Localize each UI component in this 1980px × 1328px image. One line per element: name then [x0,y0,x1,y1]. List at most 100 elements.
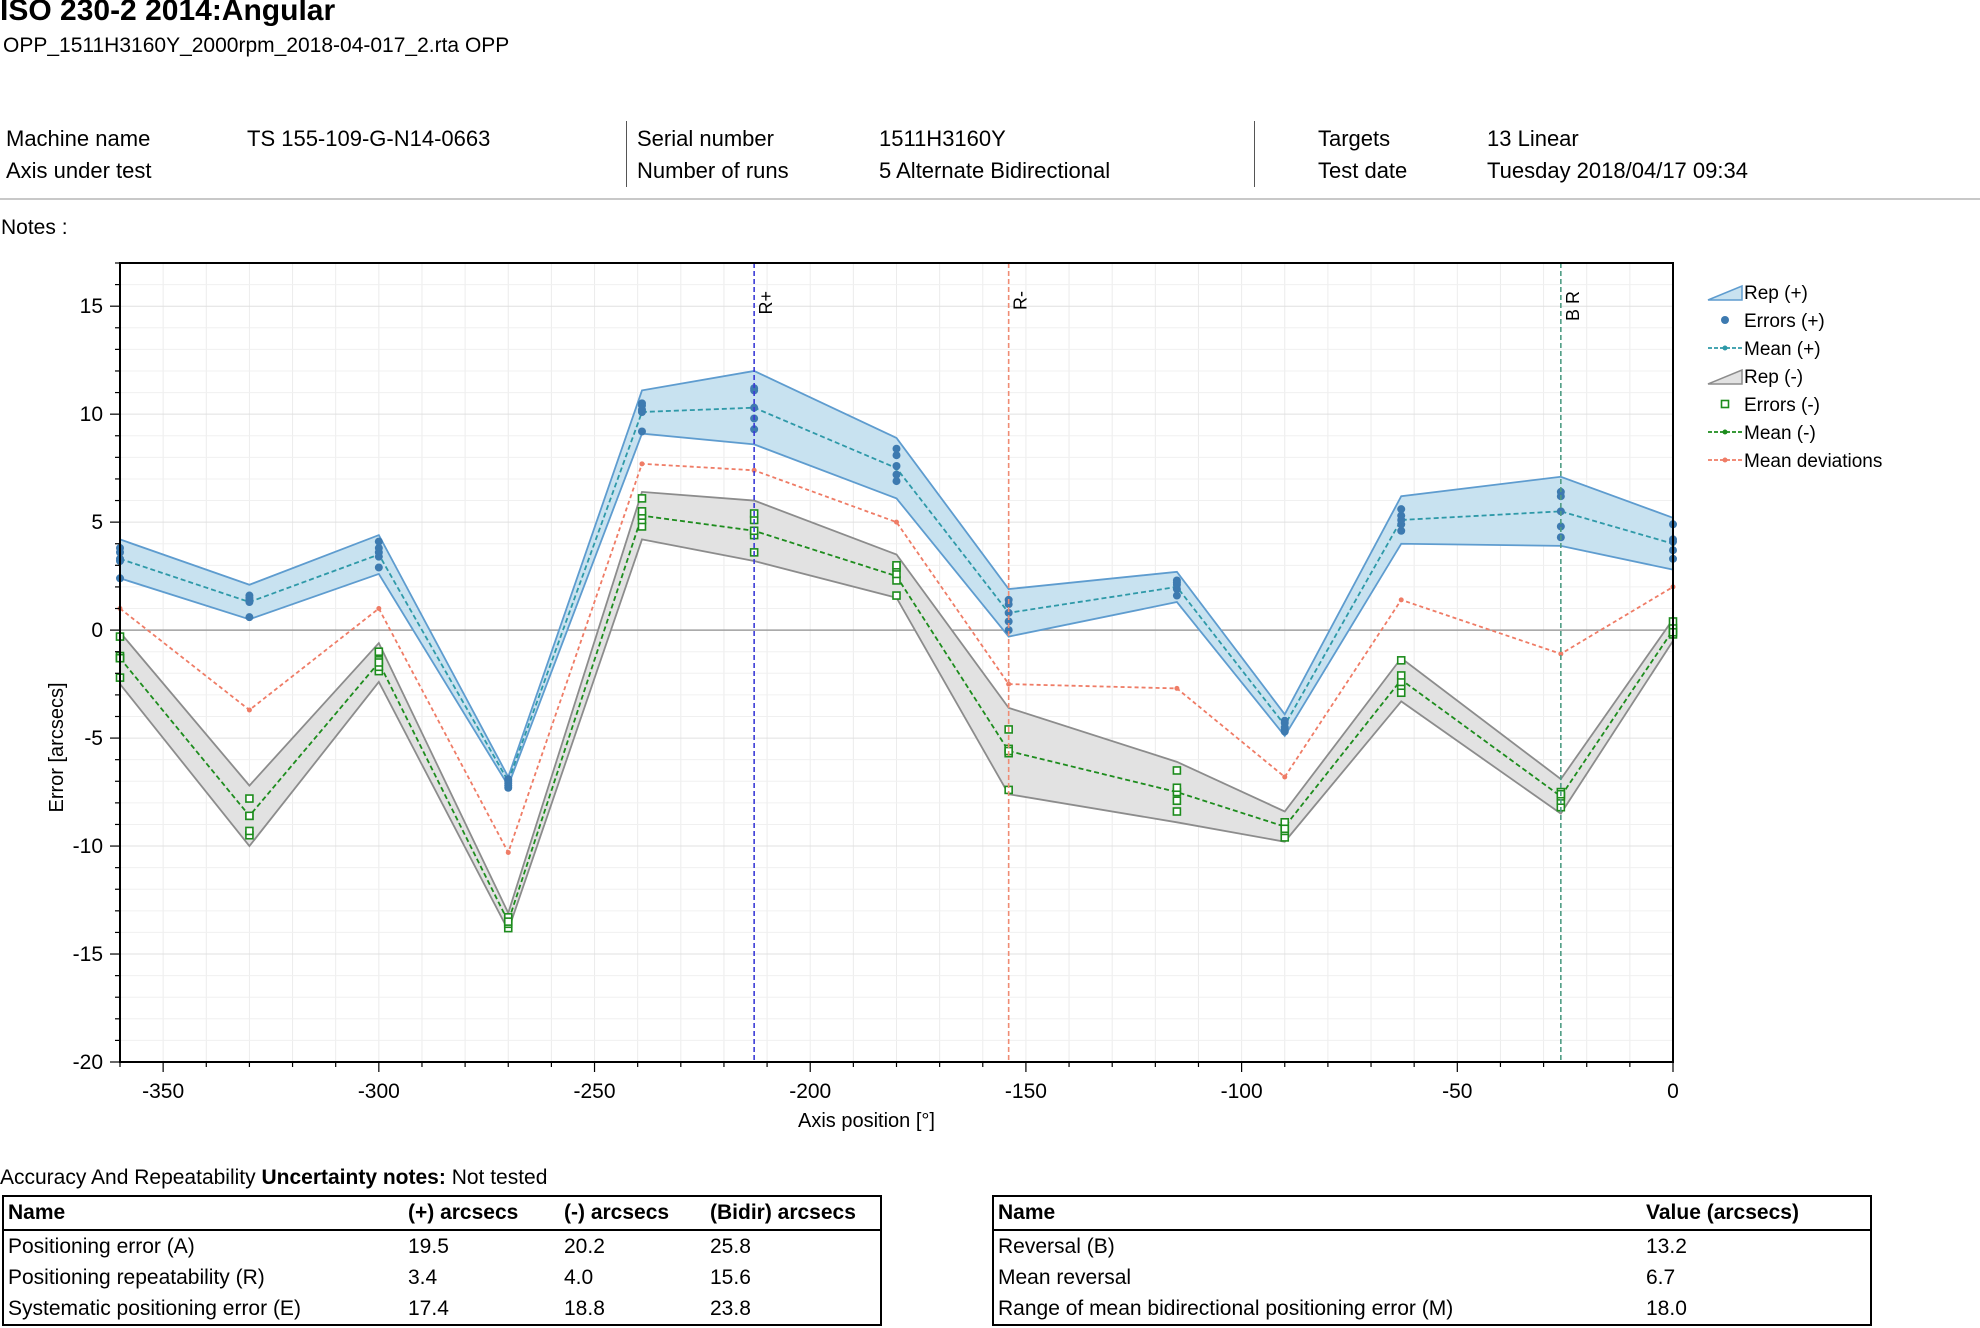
error-plus-point [374,548,383,557]
table-cell: Positioning repeatability (R) [8,1265,265,1289]
error-plus-point [245,613,254,622]
error-plus-point [892,451,901,460]
error-minus-point [245,794,254,803]
error-plus-point [1172,576,1181,585]
table-cell: 13.2 [1646,1234,1687,1258]
machine-name-label: Machine name [6,126,151,151]
table-cell: 25.8 [710,1234,751,1258]
mean-deviations-point [376,606,382,612]
error-plus-point [637,427,646,436]
info-divider [626,121,627,187]
table-cell: Positioning error (A) [8,1234,195,1258]
table-row: Positioning error (A) 19.5 20.2 25.8 [3,1230,881,1262]
rep-plus-band-lower [119,432,1674,788]
error-minus-point [1396,688,1406,698]
legend-label: Rep (-) [1744,367,1803,388]
error-plus-point [1280,725,1289,734]
error-plus-point [1556,522,1565,531]
test-date-value: Tuesday 2018/04/17 09:34 [1487,158,1748,183]
info-divider [1254,121,1255,187]
y-tick-label: -5 [84,727,103,750]
runs-value: 5 Alternate Bidirectional [879,158,1111,183]
legend-label: Errors (+) [1744,311,1825,332]
error-minus-point [503,917,513,926]
x-tick-label: -100 [1221,1080,1263,1103]
rep-plus-band-upper [119,370,1674,780]
y-tick-label: -20 [73,1051,103,1074]
legend-swatch [1722,345,1728,351]
table-row: Systematic positioning error (E) 17.4 18… [3,1293,881,1325]
test-date-label: Test date [1318,158,1408,183]
table-cell: 23.8 [710,1296,751,1320]
error-minus-point [892,591,901,600]
serial-value: 1511H3160Y [879,126,1006,151]
error-minus-point [1396,656,1406,665]
error-plus-point [750,384,759,393]
table-cell: 18.8 [564,1296,605,1320]
table-cell: 4.0 [564,1265,594,1289]
marker-label: B R [1563,291,1583,321]
error-minus-point [245,811,254,821]
error-minus-point [1172,766,1182,775]
table-cell: 6.7 [1646,1265,1676,1289]
x-tick-label: -150 [1005,1080,1047,1103]
x-tick-label: -50 [1442,1080,1472,1103]
marker-label: R+ [756,291,776,315]
table-header: Value (arcsecs) [1642,1196,1871,1231]
report-subtitle: OPP_1511H3160Y_2000rpm_2018-04-017_2.rta… [3,34,510,57]
mean-deviations-point [1282,774,1288,780]
error-plus-point [374,537,383,546]
mean-deviations-point [1006,681,1012,687]
header-rule [0,198,1980,200]
error-minus-point [1396,671,1406,680]
info-panel: Machine name TS 155-109-G-N14-0663 Axis … [0,123,1980,185]
legend-label: Mean (-) [1744,423,1816,444]
legend-label: Rep (+) [1744,283,1808,304]
error-plus-point [374,563,383,572]
y-tick-label: 5 [91,511,103,534]
table-cell: Mean reversal [998,1265,1132,1289]
table-row: Reversal (B) 13.2 [993,1230,1871,1262]
error-plus-point [1004,626,1013,635]
targets-value: 13 Linear [1487,126,1579,151]
legend-label: Mean (+) [1744,339,1821,360]
table-row: Mean reversal 6.7 [993,1262,1871,1293]
y-tick-label: 0 [91,619,103,642]
table-row: Positioning repeatability (R) 3.4 4.0 15… [3,1262,881,1293]
x-tick-label: -300 [358,1080,400,1103]
error-minus-point [1172,807,1182,816]
error-plus-point [1004,617,1013,626]
x-tick-label: -200 [789,1080,831,1103]
legend-swatch [1707,368,1743,385]
error-minus-point [245,826,254,836]
y-tick-label: -10 [73,835,103,858]
error-plus-point [245,593,254,602]
legend-label: Errors (-) [1744,395,1820,416]
error-plus-point [750,425,759,434]
mean-deviations-point [639,461,645,467]
accuracy-table: Name (+) arcsecs (-) arcsecs (Bidir) arc… [2,1195,882,1326]
legend-swatch [1722,457,1728,463]
table-cell: 15.6 [710,1265,751,1289]
error-plus-point [892,477,901,486]
error-plus-point [892,444,901,453]
error-plus-point [1280,716,1289,725]
table-cell: 20.2 [564,1234,605,1258]
report-title: ISO 230-2 2014:Angular [0,0,336,27]
legend-swatch [1707,284,1743,301]
mean-deviations-point [1398,597,1404,603]
error-plus-point [637,399,646,408]
table-cell: Range of mean bidirectional positioning … [998,1296,1454,1320]
x-tick-label: -350 [142,1080,184,1103]
error-plus-point [1397,505,1406,514]
table-cell: Systematic positioning error (E) [8,1296,301,1320]
serial-label: Serial number [637,126,774,151]
reversal-table: Name Value (arcsecs) Reversal (B) 13.2 M… [992,1195,1872,1326]
x-axis-label: Axis position [°] [798,1110,935,1132]
table-header: (+) arcsecs [404,1196,560,1231]
y-tick-label: 10 [80,403,103,426]
accuracy-line: Accuracy And Repeatability Uncertainty n… [0,1166,547,1190]
mean-deviations-point [894,519,899,525]
error-minus-point [1172,783,1182,793]
mean-deviations-point [751,467,757,473]
